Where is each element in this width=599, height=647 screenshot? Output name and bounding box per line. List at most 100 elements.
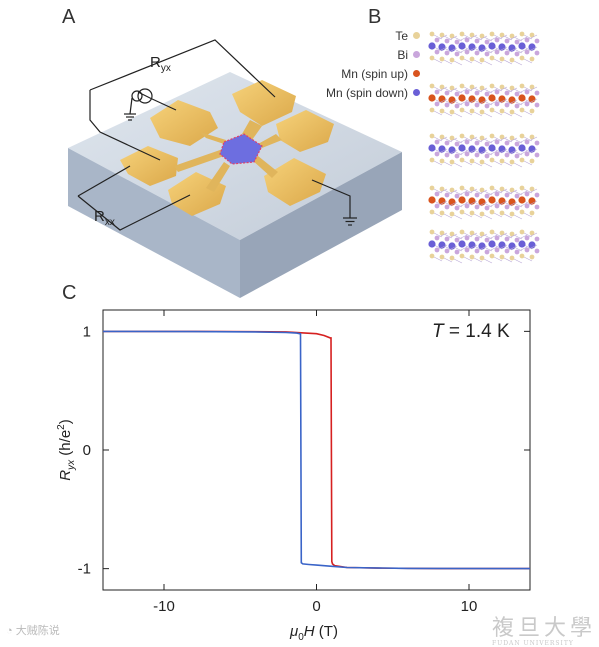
lead-4 [174,150,224,172]
atom [514,141,520,147]
atom [494,139,500,145]
mn-spin-up-atom-icon [413,70,420,77]
atom [479,255,485,261]
atom [484,141,490,147]
atom [494,247,500,253]
atom [454,103,460,109]
atom [464,151,470,157]
atom [434,37,440,43]
atom [534,90,540,96]
atom [454,91,460,97]
atom [499,108,505,114]
atom [529,84,535,90]
atom [459,253,465,259]
atom [519,133,525,139]
atom [534,140,540,146]
atom [529,230,535,236]
atom [484,153,490,159]
atom [474,248,480,254]
atom [428,42,436,50]
atom [444,140,450,146]
atom [449,211,455,217]
atom [469,84,475,90]
atom [494,203,500,209]
pad-top-right [232,80,296,126]
atom [519,83,525,89]
atom [484,205,490,211]
atom [494,101,500,107]
x-axis-label: μ0H (T) [289,623,338,643]
atom [499,186,505,192]
lead-2 [242,120,262,140]
atom [524,37,530,43]
atom [484,249,490,255]
atom [434,139,440,145]
atom [459,55,465,61]
label-rxx: Rxx [94,208,115,228]
atom [534,204,540,210]
atom [524,247,530,253]
atom [514,193,520,199]
atom [479,109,485,115]
atom [529,186,535,192]
atom [459,229,465,235]
atom [459,157,465,163]
atom [434,235,440,241]
atom [434,89,440,95]
atom [514,237,520,243]
mn-spin-down-atom-icon [413,89,420,96]
series-line-red [103,330,530,570]
y-tick-label: 1 [83,323,91,340]
atom [494,49,500,55]
x-tick-label: 0 [312,598,320,615]
atom [499,134,505,140]
atom [474,90,480,96]
atom [519,31,525,37]
atom [489,209,495,215]
atom [534,50,540,56]
atom [444,38,450,44]
atom [464,89,470,95]
atom [509,57,515,63]
atom [529,254,535,260]
atom [439,210,445,216]
atom [529,158,535,164]
te-atom-icon [413,32,420,39]
atom [488,94,496,102]
atom [459,107,465,113]
crystal-structure-illustration [428,31,540,264]
atom [458,144,466,152]
atom [518,42,526,50]
current-source-icon [131,88,153,104]
substrate-right-side [240,152,402,298]
atom [439,254,445,260]
atom [449,57,455,63]
legend-item-bi: Bi [300,45,420,64]
legend-item-mn-up: Mn (spin up) [300,64,420,83]
atom [504,90,510,96]
y-axis-label: Ryx (h/e2) [56,419,77,480]
atom [529,210,535,216]
atom [484,193,490,199]
axis-ticks: -10 0 10-101 [78,310,530,615]
atom [509,109,515,115]
lead-6 [252,156,278,178]
atom [524,49,530,55]
atom [429,209,435,215]
bi-atom-icon [413,51,420,58]
atom [469,186,475,192]
atom [449,85,455,91]
atom [454,141,460,147]
atom [504,50,510,56]
atom [504,236,510,242]
atom [479,85,485,91]
atom [439,56,445,62]
atom [519,209,525,215]
septuple-layer [428,229,540,264]
atom [429,133,435,139]
atom [519,185,525,191]
atom [534,102,540,108]
atom [509,187,515,193]
atom [504,204,510,210]
atom [489,83,495,89]
